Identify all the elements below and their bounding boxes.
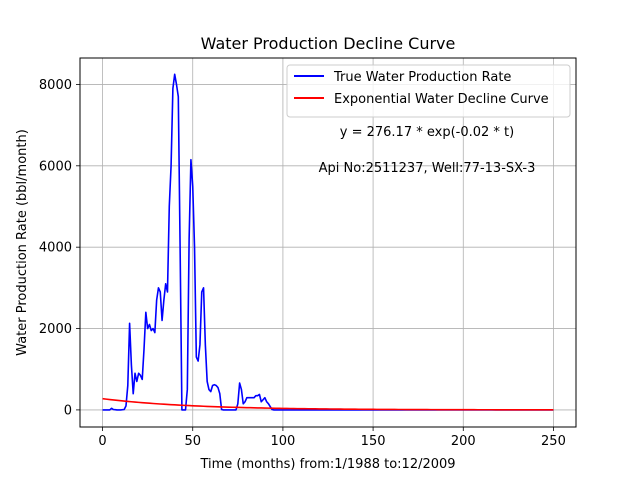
- series-line-true-water-production-rate: [102, 73, 554, 411]
- plot-frame: [79, 57, 577, 428]
- equation-annotation: y = 276.17 * exp(-0.02 * t): [340, 125, 514, 140]
- y-tick-label: 8000: [39, 78, 72, 93]
- legend-box: [286, 64, 571, 118]
- x-axis-label: Time (months) from:1/1988 to:12/2009: [199, 457, 455, 472]
- x-tick-label: 50: [184, 434, 201, 449]
- y-tick-label: 2000: [39, 322, 72, 337]
- x-tick-label: 250: [541, 434, 566, 449]
- x-axis: 0 50 100 150 200 250: [98, 427, 566, 449]
- y-tick-label: 6000: [39, 159, 72, 174]
- legend-label-true-rate: True Water Production Rate: [333, 70, 511, 85]
- chart-title: Water Production Decline Curve: [201, 34, 456, 53]
- x-tick-label: 200: [451, 434, 476, 449]
- legend-label-exponential-curve: Exponential Water Decline Curve: [334, 92, 549, 107]
- y-tick-label: 4000: [39, 241, 72, 256]
- series-layer: [102, 73, 554, 411]
- legend: True Water Production Rate Exponential W…: [286, 64, 571, 118]
- x-tick-label: 150: [361, 434, 386, 449]
- y-axis: 0 2000 4000 6000 8000: [39, 78, 80, 418]
- series-line-exponential-water-decline-curve: [102, 397, 554, 411]
- y-tick-label: 0: [64, 403, 72, 418]
- x-tick-label: 0: [98, 434, 106, 449]
- y-axis-label: Water Production Rate (bbl/month): [15, 129, 30, 356]
- x-tick-label: 100: [270, 434, 295, 449]
- well-annotation: Api No:2511237, Well:77-13-SX-3: [319, 161, 536, 176]
